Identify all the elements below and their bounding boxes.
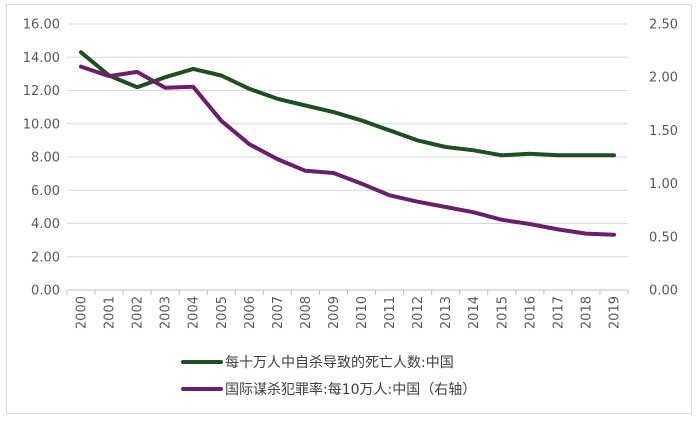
x-tick-label: 2004 — [187, 296, 202, 329]
x-tick-label: 2014 — [467, 296, 482, 329]
series-lines — [79, 50, 616, 237]
x-tick-label: 2001 — [103, 296, 118, 329]
x-tick-label: 2015 — [495, 296, 510, 329]
left-y-tick-label: 4.00 — [31, 217, 60, 232]
right-y-tick-label: 1.50 — [649, 124, 678, 139]
x-tick-label: 2007 — [271, 296, 286, 329]
right-y-tick-label: 2.50 — [649, 18, 678, 33]
left-y-tick-label: 0.00 — [31, 284, 60, 299]
left-y-axis: 0.00 2.00 4.00 6.00 8.00 10.00 12.00 14.00 16.00 — [23, 18, 60, 299]
x-tick-label: 2012 — [411, 296, 426, 329]
left-y-tick-label: 6.00 — [31, 184, 60, 199]
right-y-tick-label: 2.00 — [649, 71, 678, 86]
x-tick-label: 2009 — [327, 296, 342, 329]
x-tick-label: 2003 — [159, 296, 174, 329]
x-tick-label: 2005 — [215, 296, 230, 329]
x-tick-label: 2018 — [579, 296, 594, 329]
right-y-tick-label: 0.50 — [649, 230, 678, 245]
right-y-tick-label: 0.00 — [649, 284, 678, 299]
x-tick-label: 2013 — [439, 296, 454, 329]
x-tick-label: 2016 — [523, 296, 538, 329]
x-tick-label: 2000 — [75, 296, 90, 329]
legend-label-1: 每十万人中自杀导致的死亡人数:中国 — [225, 355, 454, 371]
left-y-tick-label: 14.00 — [23, 51, 60, 66]
left-y-tick-label: 16.00 — [23, 18, 60, 33]
x-tick-label: 2002 — [131, 296, 146, 329]
left-y-tick-label: 2.00 — [31, 250, 60, 265]
left-y-tick-label: 10.00 — [23, 117, 60, 132]
x-tick-label: 2011 — [383, 296, 398, 329]
series-line-2 — [79, 64, 616, 237]
x-tick-label: 2010 — [355, 296, 370, 329]
legend-label-2: 国际谋杀犯罪率:每10万人:中国（右轴） — [225, 381, 476, 398]
x-tick-label: 2017 — [551, 296, 566, 329]
grid — [67, 23, 628, 291]
x-tick-label: 2008 — [299, 296, 314, 329]
chart-frame — [6, 4, 692, 414]
right-y-axis: 0.00 0.50 1.00 1.50 2.00 2.50 — [649, 18, 678, 299]
x-tick-label: 2019 — [607, 296, 622, 329]
x-axis: 2000 2001 2002 2003 2004 2005 2006 2007 2008 2009… — [66, 289, 629, 329]
x-tick-label: 2006 — [243, 296, 258, 329]
left-y-tick-label: 12.00 — [23, 84, 60, 99]
right-y-tick-label: 1.00 — [649, 177, 678, 192]
series-line-1 — [79, 50, 616, 158]
left-y-tick-label: 8.00 — [31, 151, 60, 166]
